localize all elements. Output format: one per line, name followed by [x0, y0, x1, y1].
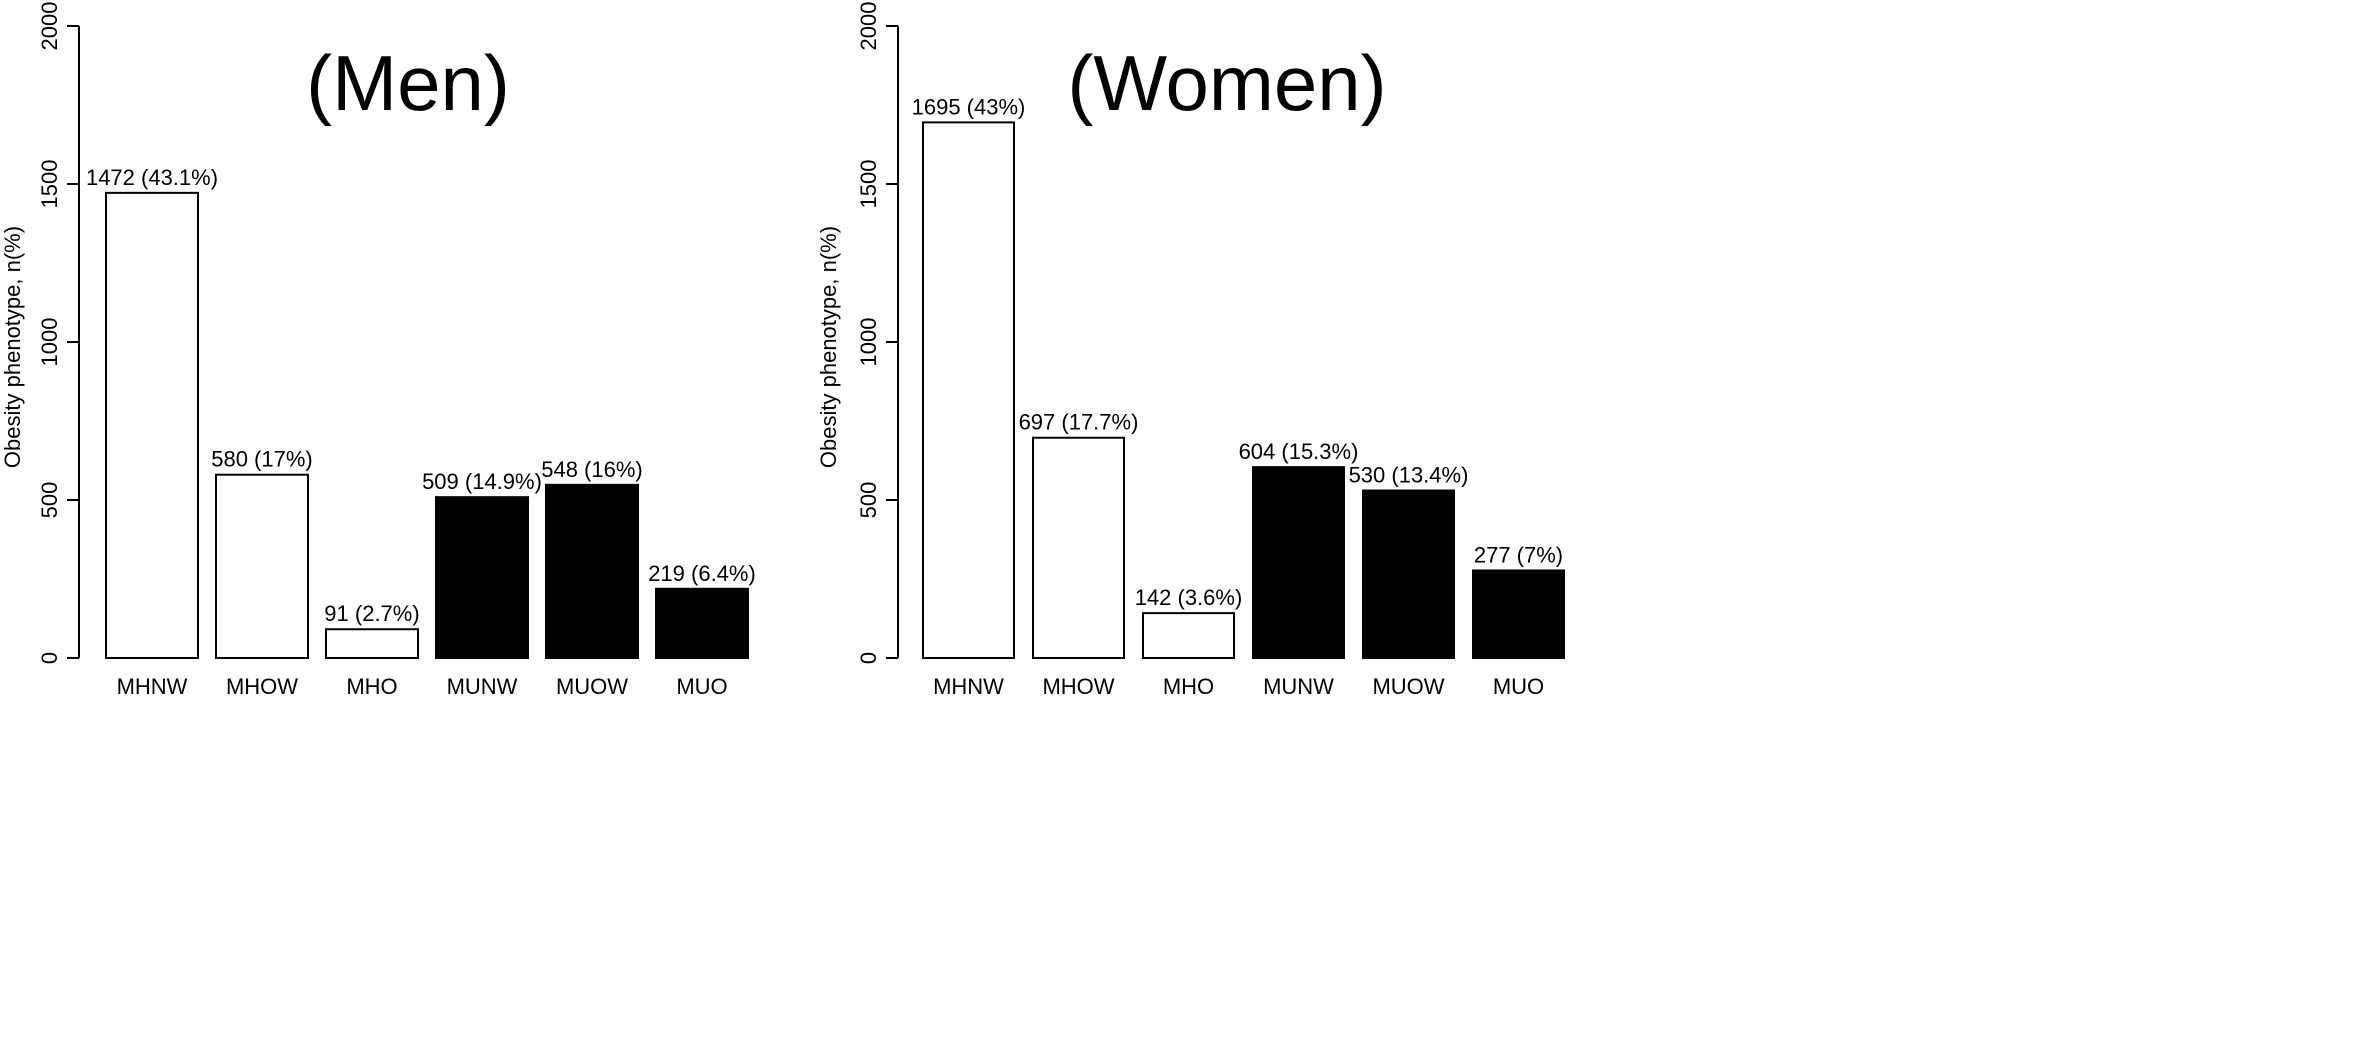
category-label-muo: MUO: [676, 674, 727, 699]
y-axis-title: Obesity phenotype, n(%): [0, 226, 25, 468]
bar-mhow: [1032, 436, 1125, 659]
bar-muow: [545, 483, 639, 659]
y-tick-label: 1500: [856, 160, 881, 209]
bar-mhow: [215, 473, 309, 659]
category-label-mho: MHO: [1163, 674, 1214, 699]
data-label-muo: 219 (6.4%): [648, 561, 756, 586]
data-label-mhow: 697 (17.7%): [1019, 410, 1139, 435]
data-label-mhnw: 1695 (43%): [912, 94, 1026, 119]
bar-mhnw: [105, 191, 199, 660]
y-tick-label: 500: [856, 482, 881, 519]
data-label-muow: 530 (13.4%): [1349, 463, 1469, 488]
y-tick-label: 1500: [37, 160, 62, 209]
data-label-mho: 142 (3.6%): [1135, 585, 1243, 610]
data-label-munw: 604 (15.3%): [1239, 439, 1359, 464]
data-label-mhnw: 1472 (43.1%): [86, 165, 218, 190]
category-label-mho: MHO: [346, 674, 397, 699]
chart-title: (Men): [306, 39, 510, 127]
category-label-mhow: MHOW: [1042, 674, 1114, 699]
data-label-munw: 509 (14.9%): [422, 469, 542, 494]
chart-title: (Women): [1067, 39, 1386, 127]
bar-mho: [325, 628, 419, 660]
bar-mhnw: [922, 121, 1015, 659]
y-axis-title: Obesity phenotype, n(%): [816, 226, 841, 468]
y-tick-label: 0: [37, 652, 62, 664]
y-tick-label: 2000: [37, 2, 62, 51]
bar-muo: [1472, 569, 1565, 660]
category-label-munw: MUNW: [447, 674, 518, 699]
data-label-mhow: 580 (17%): [211, 447, 313, 472]
y-tick-label: 500: [37, 482, 62, 519]
data-label-mho: 91 (2.7%): [324, 601, 419, 626]
category-label-munw: MUNW: [1263, 674, 1334, 699]
y-tick-label: 2000: [856, 2, 881, 51]
category-label-muow: MUOW: [556, 674, 628, 699]
bar-muow: [1362, 489, 1455, 659]
data-label-muow: 548 (16%): [541, 457, 643, 482]
category-label-mhnw: MHNW: [117, 674, 188, 699]
y-tick-label: 1000: [37, 318, 62, 367]
men-panel: 0 500 1000 1500 2000 Obesity phenotype, n(%) (…: [0, 2, 756, 699]
category-label-mhow: MHOW: [226, 674, 298, 699]
y-tick-label: 1000: [856, 318, 881, 367]
category-label-muow: MUOW: [1372, 674, 1444, 699]
bar-munw: [435, 496, 529, 659]
women-panel: 0 500 1000 1500 2000 Obesity phenotype, n(%) (…: [816, 2, 1565, 699]
category-label-mhnw: MHNW: [933, 674, 1004, 699]
bar-muo: [655, 587, 749, 660]
y-tick-label: 0: [856, 652, 881, 664]
bar-mho: [1142, 612, 1235, 659]
bar-munw: [1252, 466, 1345, 659]
data-label-muo: 277 (7%): [1474, 542, 1563, 567]
category-label-muo: MUO: [1493, 674, 1544, 699]
